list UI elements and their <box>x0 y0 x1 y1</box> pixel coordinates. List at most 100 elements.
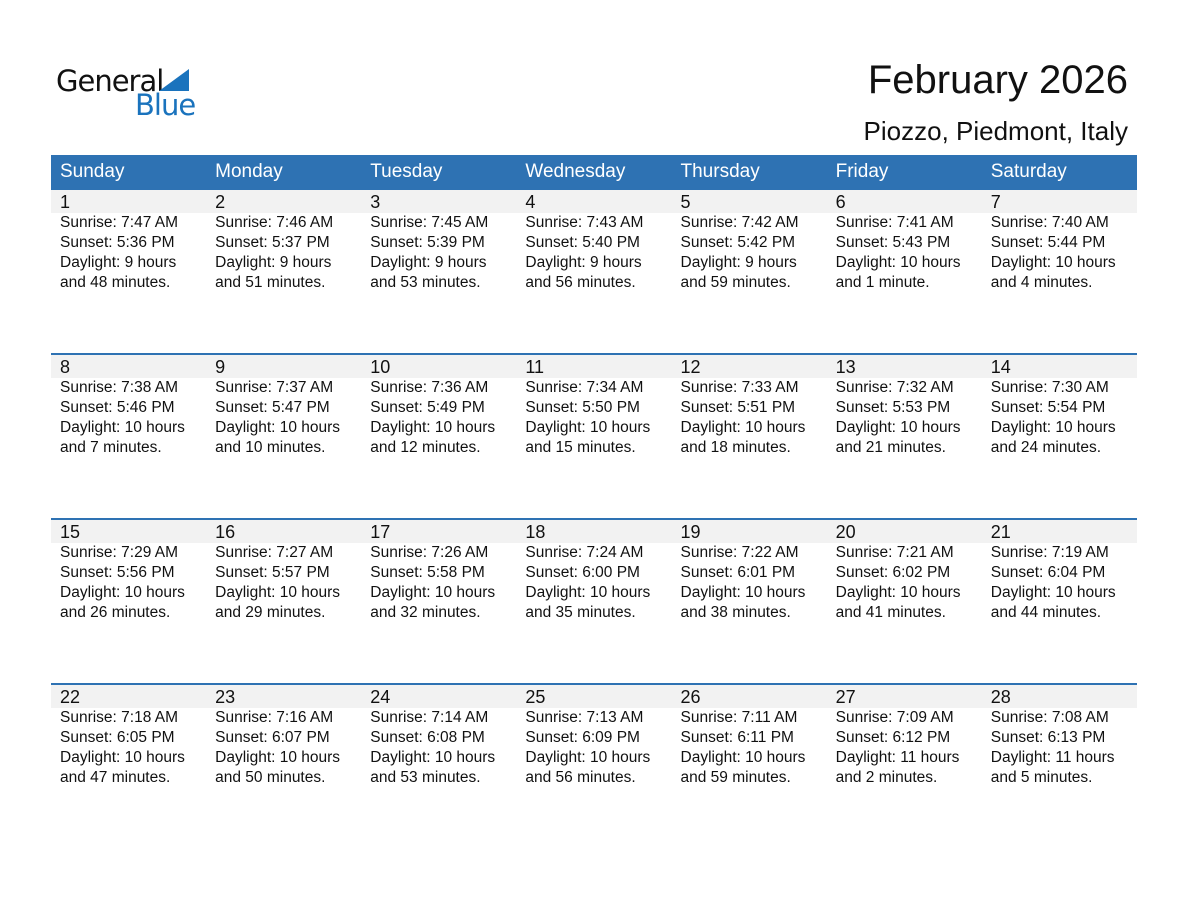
daylight-minutes: and 2 minutes. <box>835 769 938 786</box>
day-cell: Sunrise: 7:30 AM Sunset: 5:54 PM Daylight:… <box>982 378 1137 458</box>
sunset: Sunset: 5:56 PM <box>60 564 175 581</box>
sunset: Sunset: 5:49 PM <box>370 399 485 416</box>
daylight-hours: Daylight: 9 hours <box>525 254 642 271</box>
day-number: 11 <box>525 357 545 377</box>
sunrise: Sunrise: 7:09 AM <box>835 709 954 726</box>
sunrise: Sunrise: 7:27 AM <box>215 544 334 561</box>
weekday-sunday: Sunday <box>60 161 125 182</box>
daylight-minutes: and 7 minutes. <box>60 439 162 456</box>
logo: General Blue <box>56 64 196 122</box>
sunrise: Sunrise: 7:13 AM <box>525 709 644 726</box>
sunrise: Sunrise: 7:30 AM <box>990 379 1109 396</box>
day-cell: Sunrise: 7:47 AM Sunset: 5:36 PM Daylight:… <box>51 213 206 293</box>
sunrise: Sunrise: 7:33 AM <box>680 379 799 396</box>
week-row: 15 16 17 18 19 20 21 Sunrise: 7:29 AM Sunset: 5:… <box>51 518 1137 680</box>
page-title: February 2026 <box>867 58 1128 102</box>
sunrise: Sunrise: 7:37 AM <box>215 379 334 396</box>
weekday-friday: Friday <box>835 161 889 182</box>
date-row: 1 2 3 4 5 6 7 <box>51 190 1137 213</box>
sunset: Sunset: 5:51 PM <box>680 399 796 416</box>
day-number: 22 <box>60 687 81 707</box>
location-subtitle: Piozzo, Piedmont, Italy <box>863 116 1128 146</box>
week-row: 1 2 3 4 5 6 7 Sunrise: 7:47 AM Sunset: 5:36 PM Da… <box>51 188 1137 350</box>
sunrise: Sunrise: 7:41 AM <box>835 214 954 231</box>
daylight-minutes: and 51 minutes. <box>215 274 326 291</box>
daylight-hours: Daylight: 10 hours <box>990 419 1116 436</box>
daylight-hours: Daylight: 9 hours <box>60 254 177 271</box>
daylight-minutes: and 59 minutes. <box>680 769 791 786</box>
daylight-minutes: and 56 minutes. <box>525 769 636 786</box>
daylight-hours: Daylight: 11 hours <box>835 749 960 766</box>
sunrise: Sunrise: 7:34 AM <box>525 379 644 396</box>
daylight-minutes: and 56 minutes. <box>525 274 636 291</box>
day-number: 12 <box>680 357 701 377</box>
sunset: Sunset: 5:44 PM <box>990 234 1106 251</box>
day-number: 21 <box>990 522 1011 542</box>
sunrise: Sunrise: 7:08 AM <box>990 709 1109 726</box>
weekday-thursday: Thursday <box>680 161 760 182</box>
weekday-tuesday: Tuesday <box>370 161 443 182</box>
sunset: Sunset: 6:11 PM <box>680 729 794 746</box>
day-cell: Sunrise: 7:42 AM Sunset: 5:42 PM Daylight:… <box>672 213 827 293</box>
daylight-minutes: and 53 minutes. <box>370 274 481 291</box>
sunset: Sunset: 6:12 PM <box>835 729 951 746</box>
day-number: 18 <box>525 522 546 542</box>
daylight-minutes: and 4 minutes. <box>990 274 1093 291</box>
day-cell: Sunrise: 7:22 AM Sunset: 6:01 PM Daylight:… <box>672 543 827 623</box>
weekday-saturday: Saturday <box>990 161 1067 182</box>
sunset: Sunset: 5:40 PM <box>525 234 640 251</box>
daylight-minutes: and 41 minutes. <box>835 604 946 621</box>
daylight-minutes: and 18 minutes. <box>680 439 791 456</box>
date-row: 15 16 17 18 19 20 21 <box>51 520 1137 543</box>
info-row: Sunrise: 7:38 AM Sunset: 5:46 PM Daylight:… <box>51 378 1137 458</box>
day-cell: Sunrise: 7:41 AM Sunset: 5:43 PM Daylight:… <box>827 213 982 293</box>
daylight-minutes: and 50 minutes. <box>215 769 326 786</box>
sunrise: Sunrise: 7:19 AM <box>990 544 1109 561</box>
sunrise: Sunrise: 7:21 AM <box>835 544 954 561</box>
daylight-minutes: and 29 minutes. <box>215 604 326 621</box>
daylight-minutes: and 24 minutes. <box>990 439 1102 456</box>
info-row: Sunrise: 7:29 AM Sunset: 5:56 PM Daylight:… <box>51 543 1137 623</box>
sunset: Sunset: 6:07 PM <box>215 729 330 746</box>
sunrise: Sunrise: 7:40 AM <box>990 214 1109 231</box>
sunset: Sunset: 6:01 PM <box>680 564 796 581</box>
daylight-hours: Daylight: 10 hours <box>60 584 185 601</box>
sunrise: Sunrise: 7:32 AM <box>835 379 954 396</box>
day-number: 19 <box>680 522 701 542</box>
daylight-minutes: and 21 minutes. <box>835 439 946 456</box>
sunset: Sunset: 5:53 PM <box>835 399 951 416</box>
daylight-hours: Daylight: 10 hours <box>990 584 1116 601</box>
daylight-hours: Daylight: 10 hours <box>680 584 806 601</box>
sunset: Sunset: 6:05 PM <box>60 729 175 746</box>
day-cell: Sunrise: 7:38 AM Sunset: 5:46 PM Daylight:… <box>51 378 206 458</box>
sunset: Sunset: 6:08 PM <box>370 729 485 746</box>
daylight-minutes: and 26 minutes. <box>60 604 171 621</box>
weekday-wednesday: Wednesday <box>525 161 626 182</box>
daylight-hours: Daylight: 11 hours <box>990 749 1115 766</box>
info-row: Sunrise: 7:47 AM Sunset: 5:36 PM Daylight:… <box>51 213 1137 293</box>
daylight-hours: Daylight: 9 hours <box>680 254 797 271</box>
week-row: 22 23 24 25 26 27 28 Sunrise: 7:18 AM Sunset: 6:… <box>51 683 1137 845</box>
daylight-hours: Daylight: 10 hours <box>215 749 341 766</box>
day-cell: Sunrise: 7:21 AM Sunset: 6:02 PM Daylight:… <box>827 543 982 623</box>
day-number: 2 <box>215 192 226 212</box>
sunrise: Sunrise: 7:26 AM <box>370 544 489 561</box>
daylight-hours: Daylight: 10 hours <box>370 419 496 436</box>
logo-text-general: General <box>56 64 164 98</box>
sunset: Sunset: 6:09 PM <box>525 729 640 746</box>
day-number: 4 <box>525 192 536 212</box>
day-cell: Sunrise: 7:32 AM Sunset: 5:53 PM Daylight:… <box>827 378 982 458</box>
date-row: 22 23 24 25 26 27 28 <box>51 685 1137 708</box>
daylight-hours: Daylight: 10 hours <box>215 584 341 601</box>
sunset: Sunset: 5:43 PM <box>835 234 951 251</box>
daylight-minutes: and 5 minutes. <box>990 769 1093 786</box>
day-cell: Sunrise: 7:27 AM Sunset: 5:57 PM Daylight:… <box>206 543 361 623</box>
daylight-hours: Daylight: 10 hours <box>525 749 651 766</box>
sunrise: Sunrise: 7:29 AM <box>60 544 179 561</box>
sunrise: Sunrise: 7:18 AM <box>60 709 179 726</box>
daylight-minutes: and 15 minutes. <box>525 439 636 456</box>
daylight-minutes: and 59 minutes. <box>680 274 791 291</box>
day-cell: Sunrise: 7:11 AM Sunset: 6:11 PM Daylight:… <box>672 708 827 788</box>
day-number: 25 <box>525 687 546 707</box>
date-row: 8 9 10 11 12 13 14 <box>51 355 1137 378</box>
